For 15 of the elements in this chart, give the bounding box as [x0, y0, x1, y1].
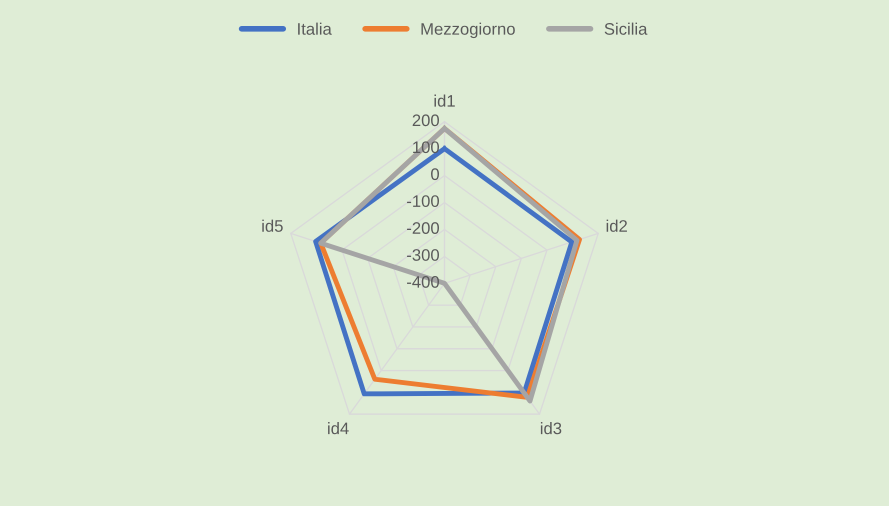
y-tick-label: 100 — [413, 141, 439, 154]
y-tick-label: 0 — [431, 168, 439, 180]
spoke-label: id2 — [606, 220, 627, 232]
y-tick-label: -400 — [407, 276, 439, 288]
spoke-label: id4 — [328, 422, 349, 434]
spoke-label: id5 — [262, 220, 283, 232]
spoke-label: id3 — [540, 422, 562, 434]
y-tick-label: -300 — [407, 249, 439, 261]
y-tick-label: -200 — [407, 222, 439, 234]
legend-label: Mezzogiorno — [421, 22, 515, 38]
legend-label: Italia — [298, 22, 332, 35]
legend-label: Sicilia — [604, 22, 648, 35]
spoke-label: id1 — [434, 94, 455, 107]
y-tick-label: -100 — [407, 195, 439, 208]
y-tick-label: 200 — [412, 114, 439, 126]
